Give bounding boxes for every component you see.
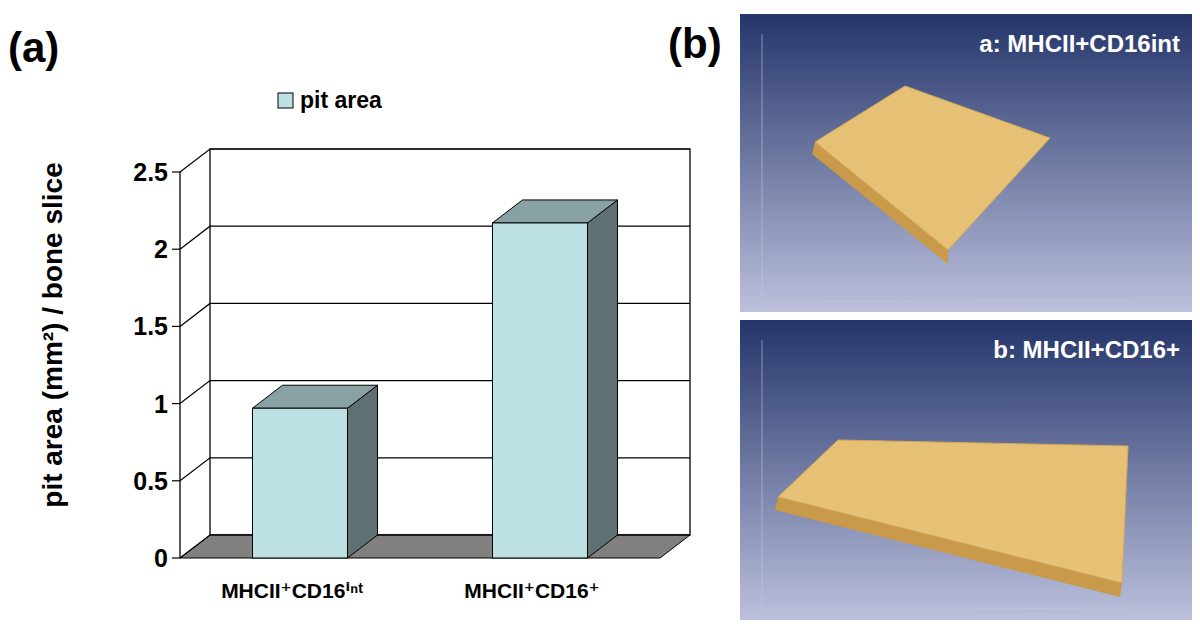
figure: (a) (b) 0 0.5 1 1.5 2 2.5 pit area (mm²) / bone …	[0, 0, 1200, 633]
axis-title: pit area (mm²) / bone slice	[37, 162, 68, 507]
category-label: MHCII⁺CD16⁺	[464, 579, 599, 602]
category-label: MHCII⁺CD16ⁱⁿᵗ	[221, 579, 363, 602]
tick-mark	[172, 171, 180, 172]
bar	[493, 200, 618, 558]
tick-label: 2	[154, 235, 168, 263]
panel-label: (b)	[668, 20, 722, 67]
image-panel: a: MHCII+CD16int	[740, 14, 1192, 312]
tick-label: 0	[154, 544, 168, 572]
tick-mark	[172, 480, 180, 481]
bar-side	[348, 385, 378, 558]
tick-mark	[172, 326, 180, 327]
figure-root: (a) (b) 0 0.5 1 1.5 2 2.5 pit area (mm²) / bone …	[0, 0, 1200, 633]
image-background	[740, 320, 1192, 620]
image-axis	[762, 300, 1132, 302]
slab-top	[778, 440, 1128, 583]
axis-line	[179, 172, 180, 558]
bar-front	[493, 223, 588, 558]
panel-label: (a)	[8, 24, 59, 71]
bar-top	[253, 385, 378, 408]
tick-label: 2.5	[133, 158, 168, 186]
legend-label: pit area	[300, 87, 382, 113]
image-title: b: MHCII+CD16+	[993, 336, 1180, 363]
bars	[253, 200, 618, 558]
tick-label: 0.5	[133, 467, 168, 495]
bar-front	[253, 408, 348, 558]
slab-top	[815, 86, 1050, 250]
image-axis	[762, 34, 763, 302]
tick-mark	[172, 403, 180, 404]
tick-mark	[172, 557, 180, 558]
image-axis	[762, 340, 763, 610]
image-title: a: MHCII+CD16int	[979, 30, 1180, 57]
tick-label: 1	[154, 390, 168, 418]
bar-top	[493, 200, 618, 223]
tick-label: 1.5	[133, 312, 168, 340]
legend-swatch	[278, 93, 293, 108]
tick-mark	[172, 249, 180, 250]
bar	[253, 385, 378, 558]
image-axis	[762, 608, 1132, 610]
image-panel: b: MHCII+CD16+	[740, 320, 1192, 620]
image-background	[740, 14, 1192, 312]
grid-line	[180, 149, 690, 172]
bar-side	[588, 200, 618, 558]
